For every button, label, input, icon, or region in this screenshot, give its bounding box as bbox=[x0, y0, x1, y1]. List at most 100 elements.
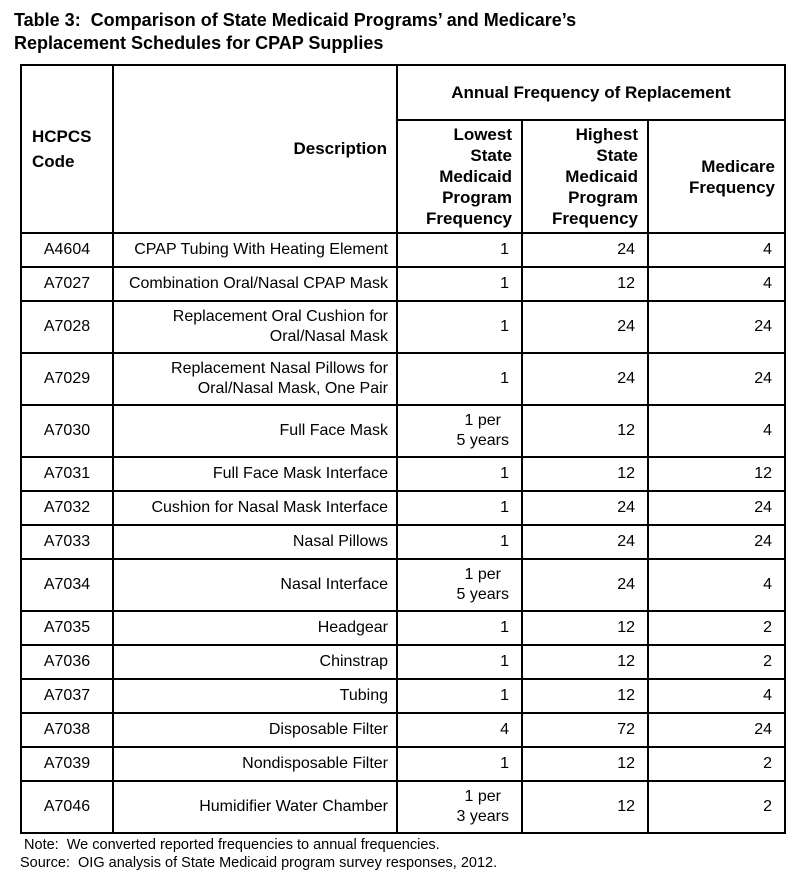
lowest-frequency-cell: 1 bbox=[396, 266, 523, 302]
header-row-group: HCPCS Code Description Annual Frequency … bbox=[20, 64, 786, 234]
table-body: A4604 CPAP Tubing With Heating Element 1… bbox=[20, 232, 786, 834]
hcpcs-code-cell: A7038 bbox=[20, 712, 114, 748]
table-row: A7031 Full Face Mask Interface 1 12 12 bbox=[20, 456, 786, 492]
highest-frequency-cell: 12 bbox=[521, 746, 649, 782]
description-cell: Replacement Oral Cushion for Oral/Nasal … bbox=[112, 300, 398, 354]
highest-frequency-cell: 24 bbox=[521, 490, 649, 526]
lowest-frequency-value: 1 per 3 years bbox=[456, 788, 509, 825]
medicare-frequency-cell: 4 bbox=[647, 678, 786, 714]
highest-frequency-cell: 12 bbox=[521, 404, 649, 458]
lowest-frequency-cell: 1 bbox=[396, 678, 523, 714]
highest-frequency-value: 12 bbox=[617, 755, 635, 772]
highest-frequency-cell: 12 bbox=[521, 780, 649, 834]
medicare-frequency-cell: 2 bbox=[647, 780, 786, 834]
highest-frequency-cell: 12 bbox=[521, 266, 649, 302]
lowest-frequency-value: 1 bbox=[500, 755, 509, 772]
medicare-frequency-cell: 4 bbox=[647, 232, 786, 268]
medicare-frequency-value: 4 bbox=[763, 687, 772, 704]
highest-frequency-value: 24 bbox=[617, 241, 635, 258]
description-cell: Nasal Pillows bbox=[112, 524, 398, 560]
highest-frequency-cell: 12 bbox=[521, 644, 649, 680]
hcpcs-code-cell: A7035 bbox=[20, 610, 114, 646]
medicare-frequency-value: 2 bbox=[763, 798, 772, 815]
highest-frequency-cell: 72 bbox=[521, 712, 649, 748]
cpap-replacement-schedule-table: HCPCS Code Description Annual Frequency … bbox=[20, 64, 786, 834]
hcpcs-code-cell: A7032 bbox=[20, 490, 114, 526]
medicare-frequency-value: 24 bbox=[754, 318, 772, 335]
lowest-frequency-cell: 1 bbox=[396, 300, 523, 354]
description-cell: Combination Oral/Nasal CPAP Mask bbox=[112, 266, 398, 302]
table-row: A7030 Full Face Mask 1 per 5 years 12 4 bbox=[20, 404, 786, 458]
lowest-frequency-cell: 4 bbox=[396, 712, 523, 748]
table-row: A7029 Replacement Nasal Pillows for Oral… bbox=[20, 352, 786, 406]
hcpcs-code-cell: A7028 bbox=[20, 300, 114, 354]
lowest-frequency-cell: 1 bbox=[396, 610, 523, 646]
highest-frequency-cell: 24 bbox=[521, 558, 649, 612]
note-line: Note: We converted reported frequencies … bbox=[20, 837, 440, 853]
highest-frequency-cell: 24 bbox=[521, 352, 649, 406]
lowest-frequency-value: 1 bbox=[500, 619, 509, 636]
medicare-frequency-value: 2 bbox=[763, 619, 772, 636]
highest-frequency-cell: 12 bbox=[521, 610, 649, 646]
medicare-frequency-cell: 4 bbox=[647, 404, 786, 458]
highest-frequency-value: 72 bbox=[617, 721, 635, 738]
lowest-frequency-cell: 1 per 3 years bbox=[396, 780, 523, 834]
hcpcs-code-cell: A7031 bbox=[20, 456, 114, 492]
table-row: A7028 Replacement Oral Cushion for Oral/… bbox=[20, 300, 786, 354]
table-row: A7037 Tubing 1 12 4 bbox=[20, 678, 786, 714]
description-cell: Headgear bbox=[112, 610, 398, 646]
lowest-frequency-value: 1 bbox=[500, 275, 509, 292]
table-title: Table 3: Comparison of State Medicaid Pr… bbox=[14, 10, 577, 53]
hcpcs-code-cell: A7030 bbox=[20, 404, 114, 458]
table-row: A7038 Disposable Filter 4 72 24 bbox=[20, 712, 786, 748]
lowest-frequency-cell: 1 bbox=[396, 746, 523, 782]
hcpcs-code-cell: A7029 bbox=[20, 352, 114, 406]
hcpcs-code-cell: A4604 bbox=[20, 232, 114, 268]
medicare-frequency-value: 24 bbox=[754, 533, 772, 550]
highest-frequency-value: 12 bbox=[617, 465, 635, 482]
hcpcs-code-cell: A7037 bbox=[20, 678, 114, 714]
source-line: Source: OIG analysis of State Medicaid p… bbox=[20, 854, 498, 871]
highest-frequency-cell: 24 bbox=[521, 524, 649, 560]
hcpcs-code-cell: A7039 bbox=[20, 746, 114, 782]
highest-frequency-value: 24 bbox=[617, 533, 635, 550]
lowest-frequency-cell: 1 bbox=[396, 352, 523, 406]
lowest-frequency-value: 1 bbox=[500, 370, 509, 387]
highest-frequency-value: 12 bbox=[617, 422, 635, 439]
medicare-frequency-value: 2 bbox=[763, 755, 772, 772]
table-row: A4604 CPAP Tubing With Heating Element 1… bbox=[20, 232, 786, 268]
highest-frequency-value: 24 bbox=[617, 370, 635, 387]
medicare-frequency-cell: 24 bbox=[647, 490, 786, 526]
medicare-frequency-value: 24 bbox=[754, 370, 772, 387]
highest-frequency-value: 12 bbox=[617, 687, 635, 704]
medicare-frequency-value: 2 bbox=[763, 653, 772, 670]
table-header: HCPCS Code Description Annual Frequency … bbox=[20, 64, 786, 234]
lowest-frequency-value: 1 bbox=[500, 241, 509, 258]
description-cell: Full Face Mask Interface bbox=[112, 456, 398, 492]
medicare-frequency-cell: 24 bbox=[647, 300, 786, 354]
lowest-frequency-value: 1 bbox=[500, 653, 509, 670]
table-row: A7032 Cushion for Nasal Mask Interface 1… bbox=[20, 490, 786, 526]
table-row: A7027 Combination Oral/Nasal CPAP Mask 1… bbox=[20, 266, 786, 302]
medicare-frequency-cell: 2 bbox=[647, 610, 786, 646]
lowest-frequency-value: 1 per 5 years bbox=[456, 412, 509, 449]
medicare-frequency-cell: 4 bbox=[647, 558, 786, 612]
lowest-frequency-cell: 1 bbox=[396, 232, 523, 268]
description-cell: Replacement Nasal Pillows for Oral/Nasal… bbox=[112, 352, 398, 406]
medicare-frequency-value: 4 bbox=[763, 422, 772, 439]
table-row: A7039 Nondisposable Filter 1 12 2 bbox=[20, 746, 786, 782]
medicare-frequency-cell: 4 bbox=[647, 266, 786, 302]
hcpcs-code-cell: A7027 bbox=[20, 266, 114, 302]
header-annual-frequency-group: Annual Frequency of Replacement bbox=[396, 64, 786, 121]
description-cell: Disposable Filter bbox=[112, 712, 398, 748]
lowest-frequency-value: 4 bbox=[500, 721, 509, 738]
highest-frequency-value: 12 bbox=[617, 653, 635, 670]
header-highest-state-medicaid-frequency: Highest State Medicaid Program Frequency bbox=[521, 119, 649, 234]
medicare-frequency-cell: 24 bbox=[647, 352, 786, 406]
header-description: Description bbox=[112, 64, 398, 234]
description-cell: Chinstrap bbox=[112, 644, 398, 680]
table-row: A7046 Humidifier Water Chamber 1 per 3 y… bbox=[20, 780, 786, 834]
hcpcs-code-cell: A7046 bbox=[20, 780, 114, 834]
lowest-frequency-cell: 1 bbox=[396, 456, 523, 492]
